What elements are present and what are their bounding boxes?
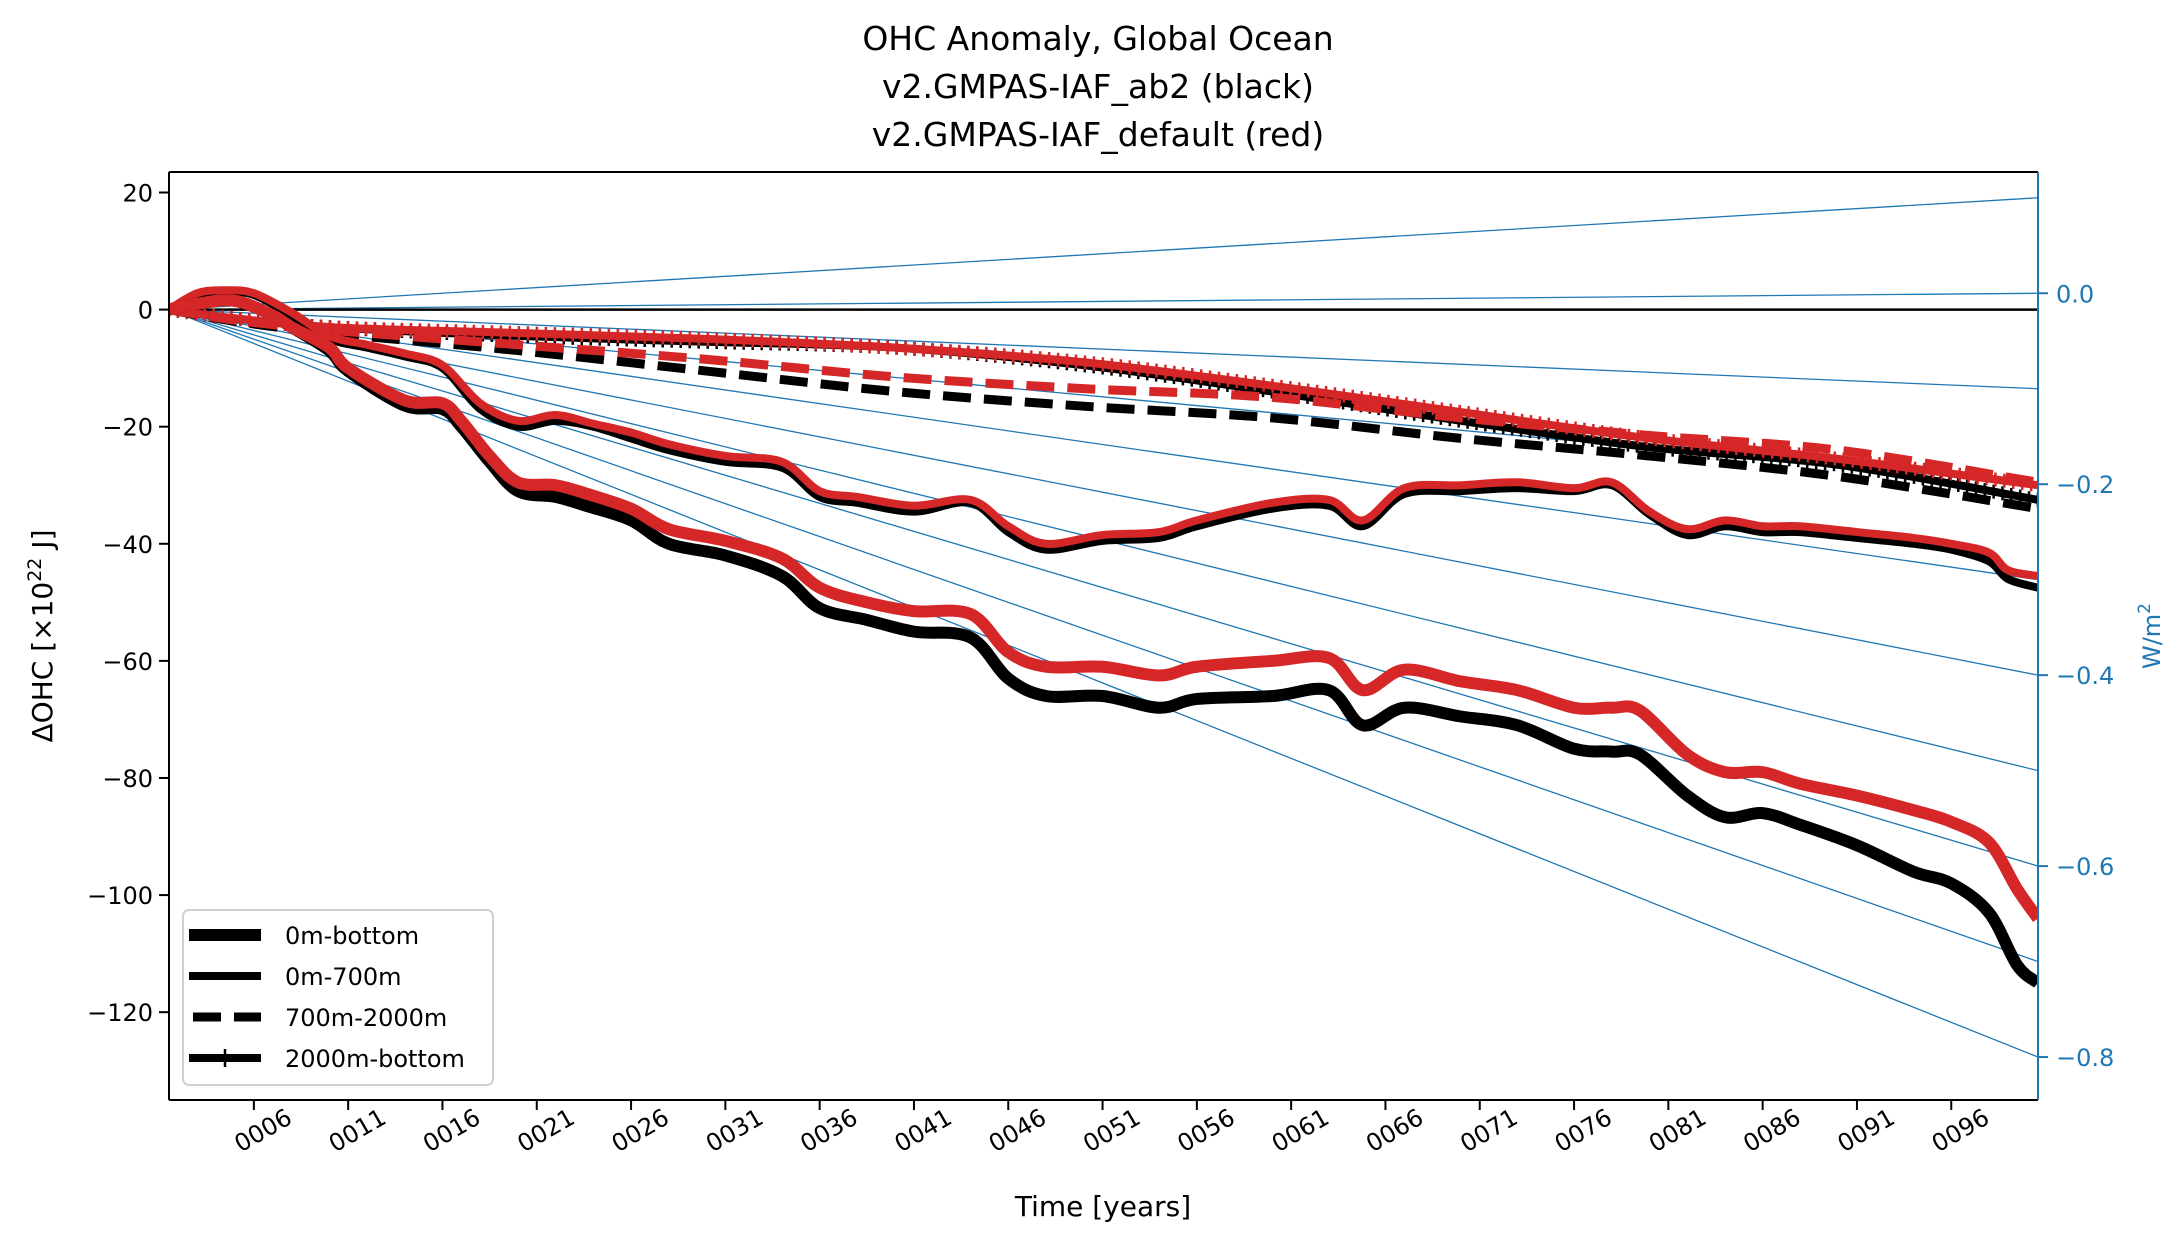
reference-line [169, 308, 2038, 1058]
legend-frame [182, 909, 494, 1086]
y2-tick-label: −0.8 [2056, 1044, 2114, 1072]
y-axis-label-sup: 22 [24, 558, 46, 582]
y-tick-label: −100 [87, 882, 153, 910]
title-line-2: v2.GMPAS-IAF_ab2 (black) [882, 67, 1314, 106]
y2-tick-label: −0.6 [2056, 853, 2114, 881]
series-0m-700m-red [169, 286, 2038, 580]
legend-item: 2000m-bottom [189, 1045, 465, 1073]
y2-tick-label: −0.4 [2056, 662, 2114, 690]
series-2000m-bottom-red [169, 305, 2038, 490]
data-series [169, 286, 2038, 988]
y2-axis-ticks: 0.0 −0.2 −0.4 −0.6 −0.8 [2038, 280, 2114, 1072]
y-tick-label: 0 [138, 297, 153, 325]
y-axis-label: ΔOHC [×1022 J] [24, 530, 59, 743]
y-tick-label: −80 [102, 765, 153, 793]
title-line-3: v2.GMPAS-IAF_default (red) [872, 115, 1325, 154]
reference-line [169, 308, 2038, 581]
y-tick-label: −120 [87, 999, 153, 1027]
x-axis-label: Time [years] [1014, 1190, 1191, 1223]
reference-line [169, 197, 2038, 311]
y-tick-label: 20 [122, 179, 153, 207]
legend-item: 700m-2000m [193, 1004, 447, 1032]
y2-tick-label: 0.0 [2056, 280, 2094, 308]
y2-tick-label: −0.2 [2056, 471, 2114, 499]
y2-axis-label: W/m2 [2135, 603, 2166, 669]
legend-label: 2000m-bottom [285, 1045, 465, 1073]
y2-axis-label-sup: 2 [2135, 603, 2155, 614]
chart-title: OHC Anomaly, Global Ocean v2.GMPAS-IAF_a… [862, 19, 1333, 154]
legend-label: 700m-2000m [285, 1004, 447, 1032]
reference-line [169, 308, 2038, 390]
y-axis-label-main: ΔOHC [×10 [26, 582, 59, 743]
legend-item: 0m-700m [189, 963, 402, 991]
y-tick-label: −60 [102, 648, 153, 676]
series-700m-2000m-red [169, 305, 2038, 487]
legend-label: 0m-700m [285, 963, 402, 991]
legend-label: 0m-bottom [285, 922, 419, 950]
series-0m-bottom-red [169, 294, 2038, 923]
reference-line [169, 292, 2038, 311]
y-axis-ticks: 20 0 −20 −40 −60 −80 −100 −120 [87, 179, 169, 1027]
legend-item: 0m-bottom [189, 922, 419, 950]
reference-line [169, 308, 2038, 676]
y2-axis-label-main: W/m [2138, 614, 2166, 669]
y-tick-label: −20 [102, 414, 153, 442]
y-axis-label-tail: J] [26, 530, 59, 558]
reference-line [169, 308, 2038, 963]
legend: 0m-bottom 0m-700m 700m-2000m 2000m-bottom [182, 909, 494, 1086]
y-tick-label: −40 [102, 531, 153, 559]
title-line-1: OHC Anomaly, Global Ocean [862, 19, 1333, 58]
